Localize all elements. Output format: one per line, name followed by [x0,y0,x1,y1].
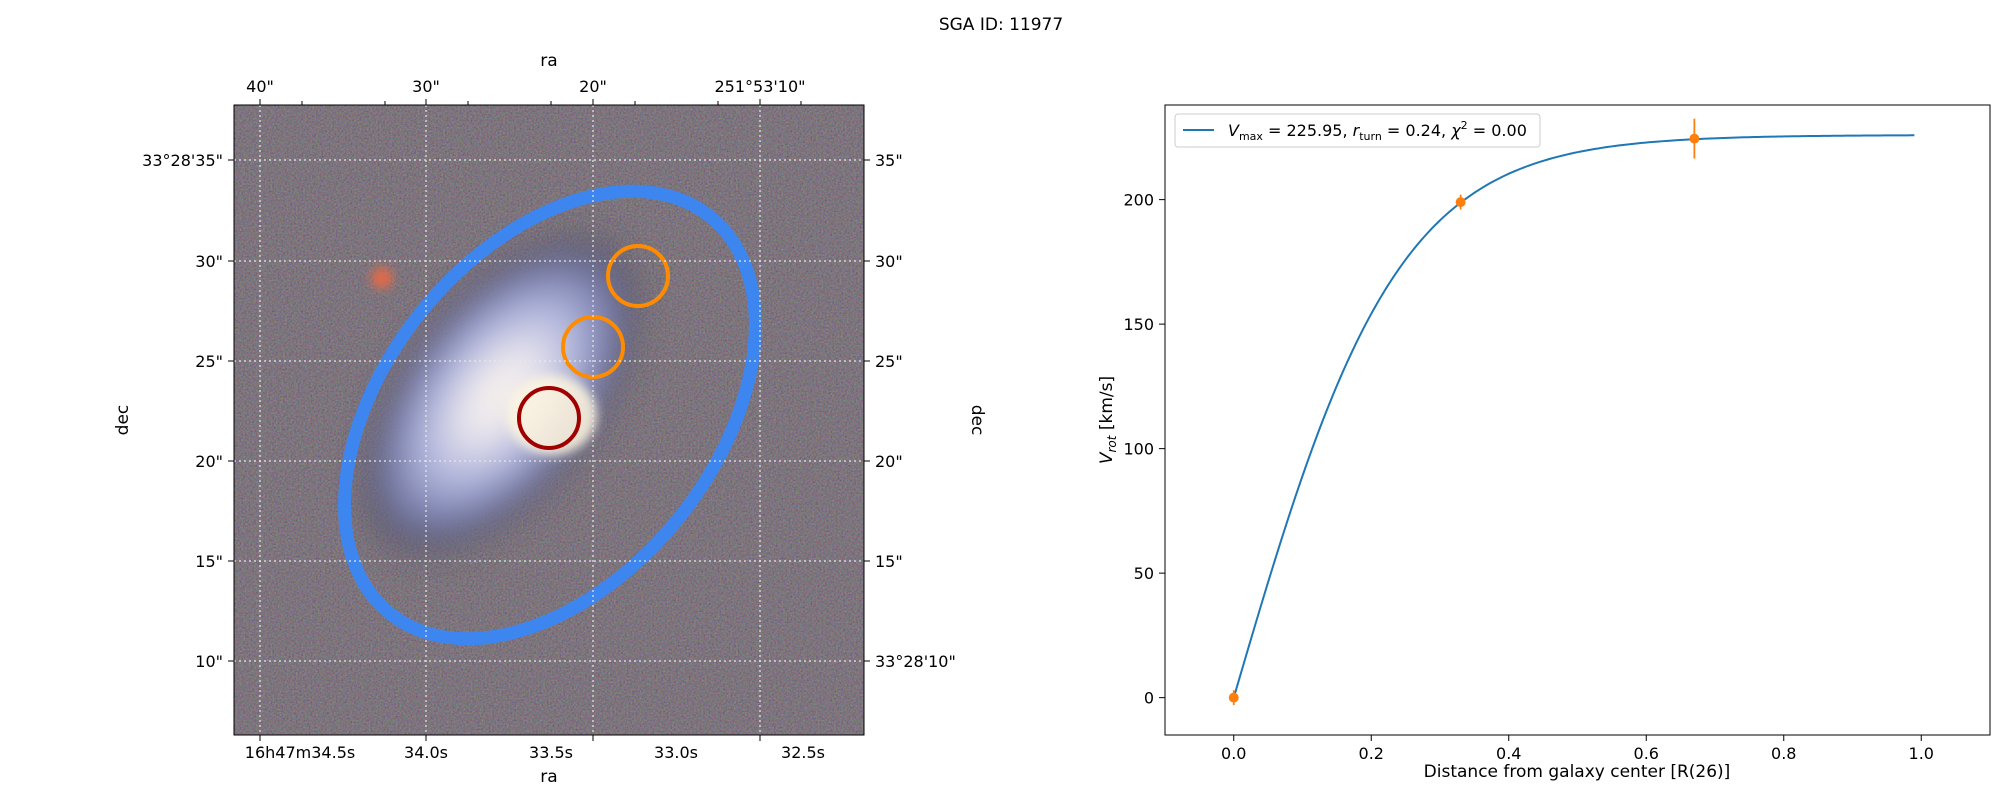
y-tick-label: 200 [1123,191,1154,210]
rotation-curve-panel: 0.0 0.2 0.4 0.6 0.8 1.0 0 50 100 150 200 Vmax = 22… [1097,104,1991,782]
sky-right-tick-label: 30" [875,252,903,271]
sky-top-tick-label: 251°53'10" [714,77,805,96]
data-point [1228,692,1239,703]
sky-left-tick-label: 25" [195,352,223,371]
legend-box [1174,113,1541,148]
sky-right-tick-label: 33°28'10" [875,652,956,671]
x-tick-label: 1.0 [1909,744,1934,763]
sky-left-tick-label: 33°28'35" [142,151,223,170]
sky-left-tick-label: 10" [195,652,223,671]
sky-right-axis-label: dec [967,405,987,436]
sky-bottom-axis-label: ra [540,767,557,787]
legend-rturn: 0.24 [1405,121,1441,140]
aperture-center [517,386,581,450]
legend-vmax: 225.95 [1287,121,1343,140]
legend-chi2: 0.00 [1491,121,1527,140]
sky-bottom-tick-label: 32.5s [781,743,825,762]
figure-title: SGA ID: 11977 [939,15,1063,35]
y-tick-label: 0 [1144,689,1154,708]
sky-top-tick-label: 30" [412,77,440,96]
sky-right-tick-label: 20" [875,452,903,471]
isophote-ellipse [338,184,762,646]
sky-right-tick-label: 35" [875,151,903,170]
sky-image-frame [233,104,865,736]
sky-bottom-tick-label: 34.0s [404,743,448,762]
chart-legend: Vmax = 225.95, rturn = 0.24, χ2 = 0.00 [1174,113,1541,148]
sky-image-panel: 40" 30" 20" 251°53'10" ra 16h47m34.5s 34… [113,51,987,787]
y-axis-label: Vrot [km/s] [1097,376,1119,464]
sky-right-tick-label: 25" [875,352,903,371]
x-axis-label: Distance from galaxy center [R(26)] [1424,762,1731,782]
x-tick-label: 0.4 [1496,744,1521,763]
y-tick-label: 50 [1134,564,1154,583]
y-tick-label: 100 [1123,440,1154,459]
sky-image [234,105,864,735]
sky-top-tick-label: 40" [246,77,274,96]
x-tick-label: 0.8 [1771,744,1796,763]
sky-right-tick-label: 15" [875,552,903,571]
galaxy-glow [354,228,646,562]
rotation-curve-series [1232,134,1915,698]
sky-grid [234,105,864,735]
x-tick-label: 0.6 [1634,744,1659,763]
sky-left-axis-label: dec [113,405,133,436]
x-tick-label: 0.0 [1221,744,1246,763]
legend-label: Vmax = 225.95, rturn = 0.24, χ2 = 0.00 [1228,119,1527,143]
model-curve-line [1232,134,1915,698]
sky-top-tick-label: 20" [579,77,607,96]
rotation-curve-data-points [1228,118,1700,706]
sky-tick-marks [228,99,870,741]
sky-bottom-tick-label: 16h47m34.5s [245,743,355,762]
plot-area-frame [1164,104,1991,736]
data-point [1689,133,1700,144]
sky-bottom-tick-label: 33.0s [654,743,698,762]
data-point [1455,197,1466,208]
sky-bottom-tick-label: 33.5s [529,743,573,762]
y-tick-label: 150 [1123,315,1154,334]
sky-left-tick-label: 20" [195,452,223,471]
x-tick-label: 0.2 [1359,744,1384,763]
sky-left-tick-label: 15" [195,552,223,571]
sky-top-axis-label: ra [540,51,557,71]
red-star [371,267,393,289]
rotation-curve-ticks: 0.0 0.2 0.4 0.6 0.8 1.0 0 50 100 150 200 [1123,191,1934,763]
sky-left-tick-label: 30" [195,252,223,271]
aperture-outer [606,244,670,308]
